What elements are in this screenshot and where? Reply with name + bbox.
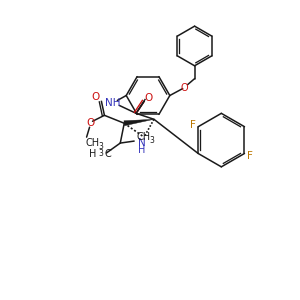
Text: O: O: [144, 94, 152, 103]
Text: O: O: [181, 82, 188, 93]
Text: 3: 3: [98, 149, 103, 158]
Text: N: N: [138, 138, 146, 148]
Text: 3: 3: [98, 142, 103, 151]
Text: H: H: [138, 145, 146, 155]
Text: C: C: [104, 149, 111, 159]
Text: CH: CH: [137, 132, 151, 142]
Text: O: O: [86, 118, 95, 128]
Text: H: H: [89, 149, 96, 159]
Text: NH: NH: [105, 98, 120, 108]
Text: O: O: [92, 92, 100, 103]
Text: F: F: [247, 152, 252, 161]
Text: CH: CH: [85, 138, 100, 148]
Polygon shape: [124, 119, 154, 126]
Text: 3: 3: [149, 136, 154, 145]
Text: F: F: [190, 120, 196, 130]
